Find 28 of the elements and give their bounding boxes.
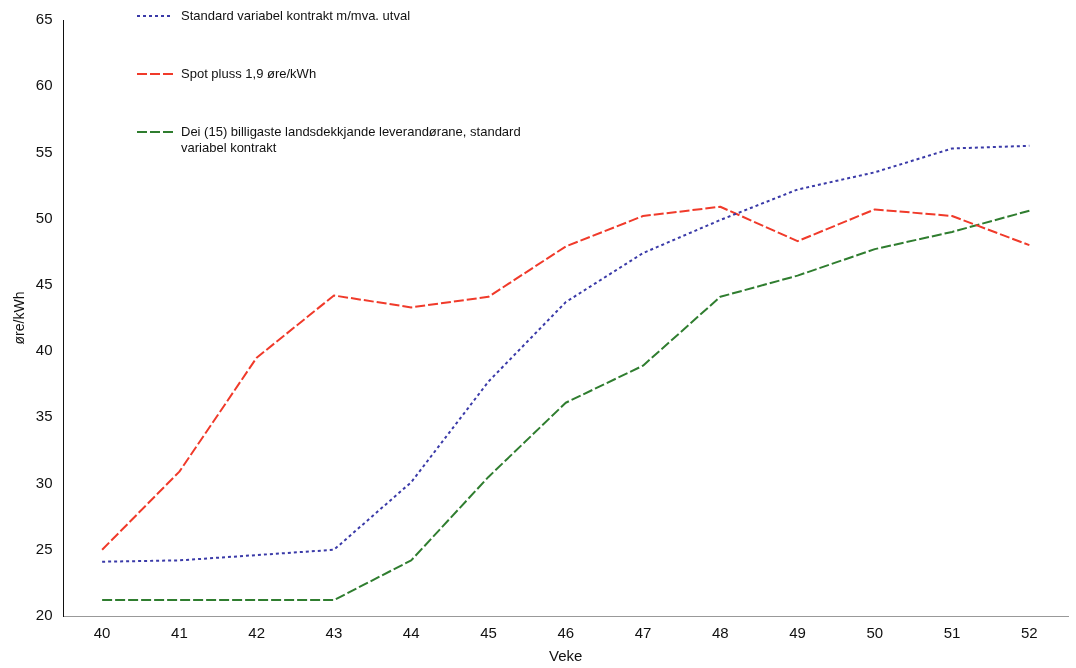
x-tick-label: 49 — [789, 624, 806, 642]
y-tick-label: 40 — [35, 341, 53, 359]
x-tick-label: 45 — [480, 624, 497, 642]
y-tick-label: 55 — [35, 142, 53, 160]
legend-label: Dei (15) billigaste landsdekkjande leverandørane, standard variabel kontrakt — [181, 124, 522, 156]
x-axis-title: Veke — [549, 647, 583, 665]
x-tick-label: 47 — [634, 624, 652, 642]
legend-label: Standard variabel kontrakt m/mva. utval — [181, 8, 411, 24]
y-tick-label: 50 — [35, 208, 53, 226]
y-tick-label: 65 — [35, 10, 53, 28]
x-tick-label: 44 — [402, 624, 420, 642]
y-axis-title: øre/kWh — [11, 291, 28, 345]
y-tick-label: 25 — [35, 539, 53, 557]
x-tick-label: 48 — [711, 624, 729, 642]
x-tick-label: 41 — [171, 624, 188, 642]
y-tick-label: 35 — [35, 407, 53, 425]
x-tick-label: 51 — [943, 624, 961, 642]
x-tick-label: 43 — [325, 624, 343, 642]
y-tick-label: 60 — [35, 76, 53, 94]
y-tick-label: 30 — [35, 473, 53, 491]
x-tick-label: 40 — [93, 624, 111, 642]
y-tick-label: 20 — [35, 606, 53, 624]
legend-label: Spot pluss 1,9 øre/kWh — [181, 66, 317, 82]
x-tick-label: 42 — [248, 624, 265, 642]
x-tick-label: 52 — [1021, 624, 1038, 642]
x-tick-label: 46 — [557, 624, 575, 642]
y-tick-label: 45 — [35, 275, 53, 293]
x-tick-label: 50 — [866, 624, 884, 642]
